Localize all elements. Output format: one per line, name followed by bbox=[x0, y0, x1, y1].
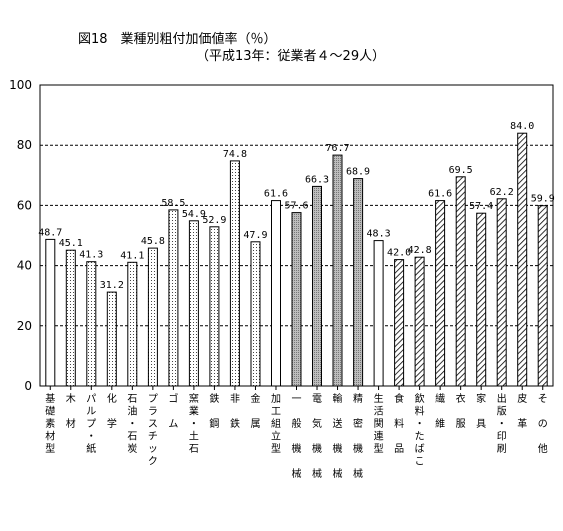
bar bbox=[414, 256, 425, 387]
bar bbox=[229, 160, 240, 387]
bar bbox=[332, 154, 343, 387]
category-label: 家 具 bbox=[476, 392, 486, 430]
y-tick-label: 40 bbox=[17, 259, 32, 273]
data-label: 69.5 bbox=[449, 165, 473, 176]
bar bbox=[455, 176, 466, 387]
category-label: 基礎素材型 bbox=[45, 392, 55, 455]
bar bbox=[86, 261, 97, 387]
category-label: パルプ・紙 bbox=[86, 393, 96, 455]
data-label: 54.9 bbox=[182, 209, 206, 220]
data-label: 74.8 bbox=[223, 149, 247, 160]
category-label: 衣 服 bbox=[456, 392, 466, 430]
data-label: 41.1 bbox=[120, 250, 144, 261]
bar bbox=[373, 240, 384, 387]
chart-subtitle: （平成13年：従業者４～29人） bbox=[196, 49, 386, 64]
category-label: 精 密 機 械 bbox=[353, 392, 363, 480]
data-label: 41.3 bbox=[79, 250, 103, 261]
bar bbox=[476, 212, 487, 387]
data-label: 57.6 bbox=[284, 201, 308, 212]
category-label: 非 鉄 bbox=[230, 393, 240, 430]
data-label: 45.1 bbox=[59, 238, 83, 249]
bar bbox=[435, 200, 446, 387]
category-label: 輸 送 機 械 bbox=[333, 392, 343, 480]
data-label: 68.9 bbox=[346, 167, 370, 178]
bar bbox=[394, 259, 405, 387]
category-label: 窯業・土石 bbox=[189, 392, 199, 455]
category-label: 鉄 鋼 bbox=[209, 392, 219, 430]
data-label: 47.9 bbox=[243, 230, 267, 241]
data-label: 48.3 bbox=[367, 229, 391, 240]
bar bbox=[291, 212, 302, 387]
category-label: 生活関連型 bbox=[374, 392, 384, 455]
category-label: 加工組立型 bbox=[271, 393, 281, 455]
category-label: 石油・石炭 bbox=[127, 394, 137, 455]
data-label: 48.7 bbox=[38, 227, 62, 238]
data-label: 42.8 bbox=[408, 245, 432, 256]
category-label: 出版・印刷 bbox=[497, 392, 507, 455]
category-label: 繊 維 bbox=[435, 392, 445, 430]
data-label: 42.0 bbox=[387, 248, 411, 259]
category-label: 皮 革 bbox=[517, 392, 527, 430]
bar bbox=[106, 291, 117, 387]
bar bbox=[168, 209, 179, 387]
y-tick-label: 100 bbox=[9, 78, 32, 92]
data-label: 58.5 bbox=[161, 198, 185, 209]
bar bbox=[250, 241, 261, 387]
data-label: 31.2 bbox=[100, 280, 124, 291]
data-label: 52.9 bbox=[202, 215, 226, 226]
y-tick-label: 80 bbox=[17, 138, 32, 152]
category-label: 金 属 bbox=[250, 392, 260, 430]
bar bbox=[127, 261, 138, 387]
bar bbox=[537, 205, 548, 387]
data-label: 84.0 bbox=[510, 121, 534, 132]
data-label: 61.6 bbox=[264, 189, 288, 200]
bar bbox=[517, 132, 528, 387]
data-label: 62.2 bbox=[490, 187, 514, 198]
bar bbox=[188, 220, 199, 387]
category-label: 化 学 bbox=[107, 392, 117, 430]
data-label: 61.6 bbox=[428, 189, 452, 200]
data-label: 59.9 bbox=[531, 194, 555, 205]
chart-title: 図18 業種別粗付加価値率（％） bbox=[78, 32, 277, 47]
category-label: そ の 他 bbox=[538, 393, 548, 455]
bar bbox=[271, 200, 281, 387]
y-tick-label: 0 bbox=[24, 379, 32, 393]
category-label: 電 気 機 械 bbox=[312, 393, 322, 480]
bar bbox=[496, 198, 507, 387]
category-label: 一 般 機 械 bbox=[292, 394, 302, 480]
category-label: プラスチック bbox=[148, 393, 158, 468]
data-label: 66.3 bbox=[305, 174, 329, 185]
category-label: 飲料・たばこ bbox=[415, 392, 425, 468]
category-label: 食 料 品 bbox=[394, 392, 404, 455]
bar bbox=[209, 226, 220, 387]
bar bbox=[65, 249, 76, 387]
category-label: ゴ ム bbox=[168, 392, 178, 430]
bar bbox=[312, 185, 322, 387]
bar bbox=[353, 178, 364, 387]
category-label: 木 材 bbox=[66, 393, 76, 430]
data-label: 57.4 bbox=[469, 201, 493, 212]
data-label: 45.8 bbox=[141, 236, 165, 247]
data-label: 76.7 bbox=[325, 143, 349, 154]
bar bbox=[45, 238, 56, 387]
bar bbox=[147, 247, 158, 387]
y-tick-label: 20 bbox=[17, 319, 32, 333]
y-tick-label: 60 bbox=[17, 198, 32, 212]
